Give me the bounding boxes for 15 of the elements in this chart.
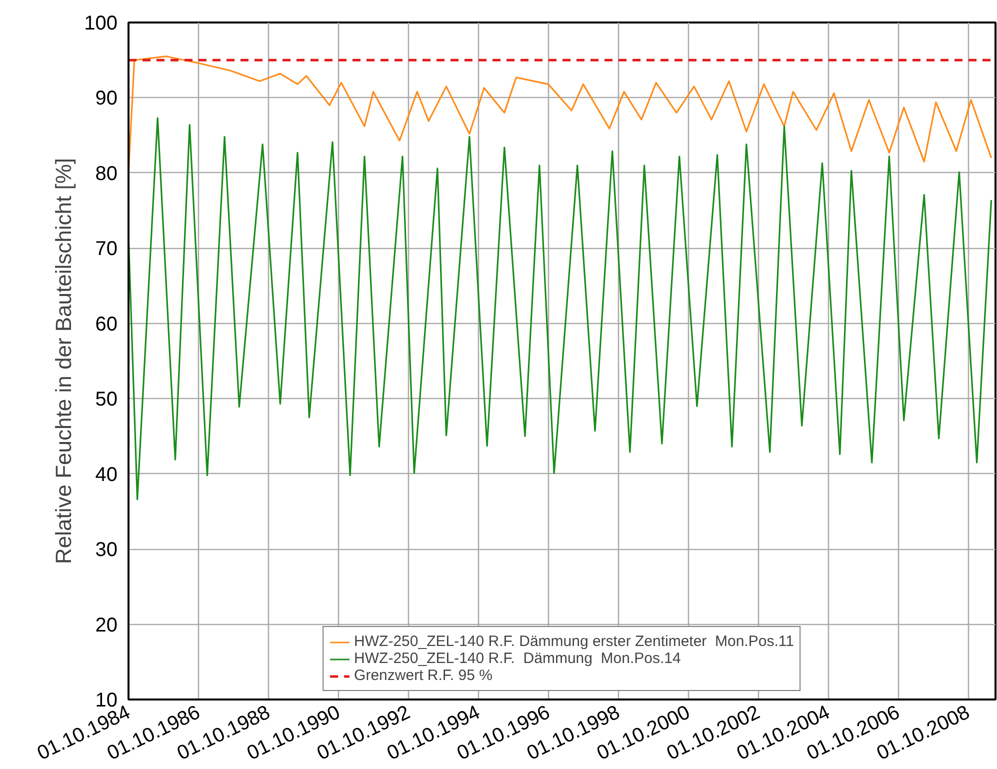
y-tick-label: 80 [95, 162, 118, 185]
y-tick-label: 100 [84, 12, 118, 34]
y-tick-label: 50 [95, 388, 118, 411]
y-tick-label: 10 [95, 690, 118, 712]
y-tick-label: 90 [95, 88, 118, 110]
legend-label: HWZ-250_ZEL-140 R.F. Dämmung Mon.Pos.14 [354, 650, 681, 667]
y-tick-label: 70 [95, 238, 118, 260]
y-tick-label: 20 [95, 614, 118, 636]
y-tick-label: 30 [95, 539, 118, 562]
legend-label: HWZ-250_ZEL-140 R.F. Dämmung erster Zentimeter Mon.Pos.11 [354, 633, 794, 650]
y-axis-title: Relative Feuchte in der Bauteilschicht [%] [51, 158, 76, 564]
y-tick-label: 40 [95, 464, 118, 486]
y-tick-label: 60 [95, 313, 118, 336]
legend-label: Grenzwert R.F. 95 % [354, 667, 492, 684]
line-series [128, 117, 992, 500]
